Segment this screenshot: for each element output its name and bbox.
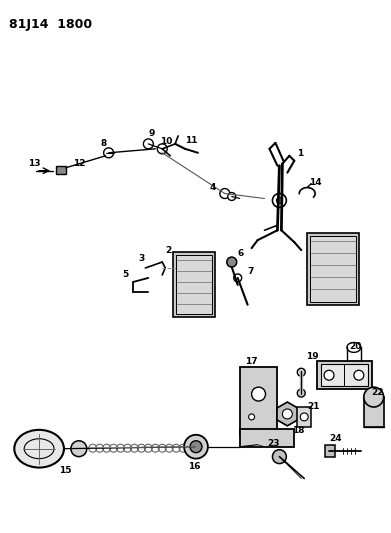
Text: 24: 24 [329,434,342,443]
Bar [173,252,215,317]
Ellipse shape [14,430,64,467]
Text: 8: 8 [100,139,107,148]
Polygon shape [277,402,298,426]
Circle shape [273,450,286,464]
Bar [307,233,359,305]
Bar [297,407,311,427]
Circle shape [234,274,242,282]
Circle shape [157,144,167,154]
Text: 9: 9 [148,130,155,139]
Circle shape [297,368,305,376]
Circle shape [104,148,114,158]
Circle shape [249,414,255,420]
Text: 5: 5 [122,270,129,279]
Text: 10: 10 [160,138,173,147]
Circle shape [190,441,202,453]
Circle shape [251,387,265,401]
Circle shape [227,257,237,267]
Text: 17: 17 [245,357,257,366]
Text: 20: 20 [349,342,361,351]
Bar [56,166,66,174]
Circle shape [354,370,364,380]
Text: 19: 19 [306,352,319,361]
Circle shape [220,189,230,198]
Circle shape [324,370,334,380]
Circle shape [273,193,286,207]
Text: 16: 16 [188,462,201,471]
Bar [325,445,335,457]
Bar [240,429,294,447]
Text: 12: 12 [73,159,85,168]
Text: 13: 13 [28,159,41,168]
Text: 14: 14 [309,178,322,187]
Text: 21: 21 [307,401,320,410]
Text: 2: 2 [165,246,172,255]
Circle shape [184,435,208,458]
Text: 23: 23 [267,439,280,448]
Circle shape [282,409,292,419]
Text: 7: 7 [248,268,254,277]
Circle shape [71,441,87,457]
Bar [317,361,372,389]
Bar [310,236,356,302]
Text: 81J14  1800: 81J14 1800 [9,18,92,31]
Text: 3: 3 [138,254,145,263]
Circle shape [300,413,308,421]
Bar [176,255,212,313]
Text: 18: 18 [292,426,305,435]
Text: 15: 15 [59,466,72,475]
Bar [240,367,277,435]
Text: 4: 4 [210,183,216,192]
Bar [321,364,368,386]
Text: 6: 6 [238,248,244,257]
Text: 1: 1 [297,149,303,158]
Text: 22: 22 [372,387,384,397]
Text: 11: 11 [185,136,197,146]
Circle shape [143,139,153,149]
Bar [364,397,384,427]
Circle shape [297,389,305,397]
Circle shape [228,192,236,200]
Circle shape [364,387,384,407]
Circle shape [276,198,282,204]
